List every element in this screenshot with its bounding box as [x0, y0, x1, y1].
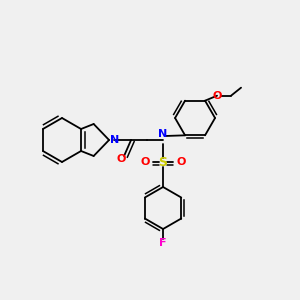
- Text: S: S: [159, 155, 168, 169]
- Text: F: F: [159, 238, 167, 248]
- Text: N: N: [110, 135, 119, 145]
- Text: O: O: [212, 91, 222, 101]
- Text: N: N: [158, 129, 168, 139]
- Text: O: O: [176, 157, 186, 167]
- Text: O: O: [140, 157, 150, 167]
- Text: O: O: [116, 154, 126, 164]
